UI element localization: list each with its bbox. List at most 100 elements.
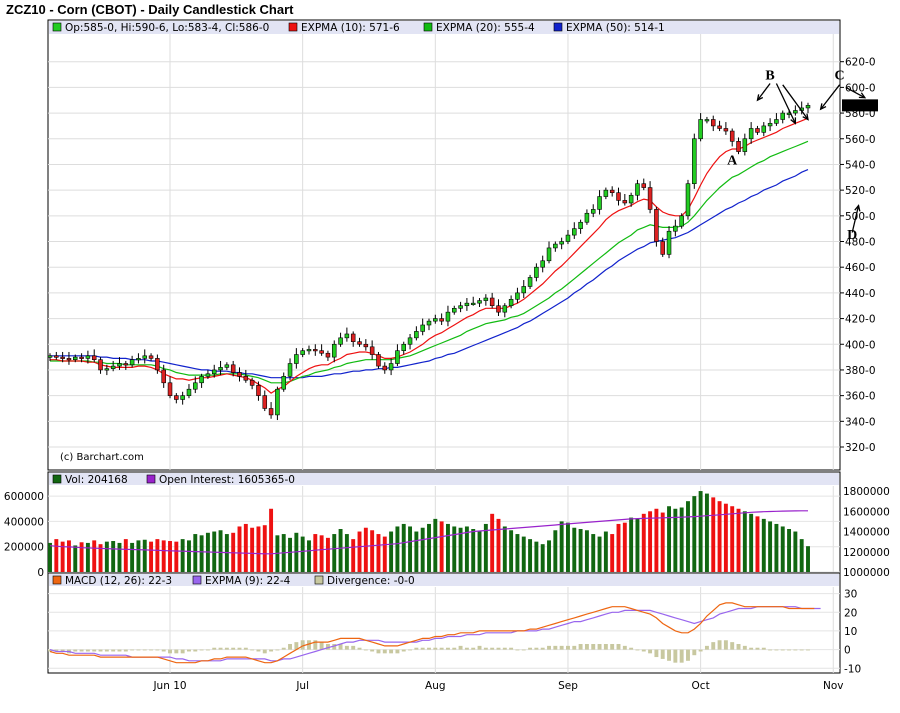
divergence-bar: [578, 644, 583, 650]
candle-body: [306, 349, 312, 352]
legend-swatch: [52, 22, 62, 32]
divergence-bar: [307, 640, 311, 650]
divergence-bar: [787, 649, 792, 651]
credit-text: (c) Barchart.com: [60, 452, 144, 463]
divergence-bar: [433, 647, 438, 650]
volume-legend-band: [49, 473, 839, 485]
volume-bar: [332, 534, 337, 572]
volume-bar: [572, 527, 577, 572]
candle-body: [205, 373, 211, 377]
candle-body: [723, 128, 729, 132]
price-tick-label: 600-0: [845, 82, 876, 94]
oi-tick-label: 1600000: [843, 506, 890, 518]
candle-body: [117, 363, 122, 367]
volume-bar: [717, 501, 722, 572]
divergence-bar: [212, 647, 217, 650]
divergence-bar: [54, 649, 59, 652]
candle-body: [805, 105, 811, 109]
macd-tick-label: 0: [844, 645, 851, 657]
divergence-bar: [414, 647, 419, 650]
divergence-bar: [73, 649, 78, 652]
divergence-bar: [319, 642, 324, 650]
divergence-bar: [711, 642, 716, 650]
oi-tick-label: 1200000: [843, 547, 890, 559]
volume-bar: [357, 531, 362, 572]
price-legend-band: [49, 21, 839, 34]
divergence-bar: [187, 649, 191, 652]
divergence-bar: [553, 645, 558, 650]
candle-body: [388, 363, 394, 371]
divergence-bar: [591, 644, 596, 650]
volume-bar: [692, 496, 697, 572]
last-price-box: [842, 99, 878, 112]
candle-body: [174, 395, 179, 400]
macd-line: [49, 602, 815, 664]
divergence-bar: [231, 647, 236, 650]
volume-bar: [528, 539, 533, 572]
divergence-bar: [704, 645, 709, 650]
divergence-bar: [313, 640, 318, 650]
macd-legend-band: [49, 574, 839, 586]
annotation-arrow: [820, 84, 841, 110]
divergence-bar: [376, 649, 381, 654]
volume-bar: [610, 534, 615, 572]
candle-body: [534, 266, 539, 278]
divergence-bar: [464, 647, 469, 650]
candle-body: [597, 196, 602, 210]
divergence-bar: [502, 647, 507, 650]
divergence-bar: [401, 649, 406, 652]
candle-body: [748, 128, 754, 140]
legend-label: EXPMA (20): 555-4: [436, 22, 535, 34]
candle-body: [521, 286, 527, 294]
candle-body: [483, 297, 489, 301]
legend-label: Divergence: -0-0: [327, 575, 415, 587]
candle-body: [673, 225, 678, 232]
divergence-bar: [730, 642, 735, 650]
divergence-bar: [250, 649, 255, 651]
volume-bar: [553, 530, 558, 572]
divergence-bar: [496, 647, 501, 650]
volume-bar: [250, 527, 255, 572]
divergence-bar: [509, 647, 514, 650]
candle-body: [698, 119, 703, 140]
volume-bar: [389, 531, 394, 572]
divergence-bar: [168, 649, 172, 654]
divergence-bar: [736, 644, 741, 650]
volume-bar: [199, 535, 204, 572]
volume-bar: [98, 544, 103, 572]
candle-body: [123, 363, 129, 366]
volume-bar: [648, 511, 653, 572]
candle-body: [66, 358, 72, 361]
legend-swatch: [314, 575, 324, 585]
macd-tick-label: 20: [844, 607, 857, 619]
volume-bar: [420, 527, 425, 572]
annotation-label: B: [765, 69, 774, 84]
volume-bar: [603, 531, 608, 572]
candle-body: [338, 337, 343, 345]
volume-bar: [540, 544, 545, 572]
volume-bar: [174, 541, 179, 572]
price-tick-label: 340-0: [845, 416, 876, 428]
price-tick-label: 400-0: [845, 339, 876, 351]
volume-bar: [79, 542, 84, 572]
candle-body: [211, 369, 217, 375]
volume-bar: [483, 523, 488, 572]
candle-body: [603, 189, 609, 197]
volume-bar: [521, 536, 526, 572]
divergence-bar: [130, 649, 135, 651]
volume-bar: [761, 518, 766, 572]
divergence-bar: [288, 644, 292, 650]
volume-bar: [161, 540, 166, 572]
volume-bar: [193, 534, 198, 572]
volume-bar: [673, 508, 678, 572]
volume-bar: [66, 540, 71, 572]
divergence-bar: [660, 649, 665, 659]
chart-title: ZCZ10 - Corn (CBOT) - Daily Candlestick …: [6, 2, 294, 17]
price-tick-label: 560-0: [845, 134, 876, 146]
divergence-bar: [180, 649, 185, 654]
divergence-bar: [408, 649, 413, 651]
volume-bar: [136, 540, 141, 572]
macd-panel: [47, 572, 841, 674]
volume-bar: [704, 493, 709, 572]
price-panel: [47, 19, 841, 471]
